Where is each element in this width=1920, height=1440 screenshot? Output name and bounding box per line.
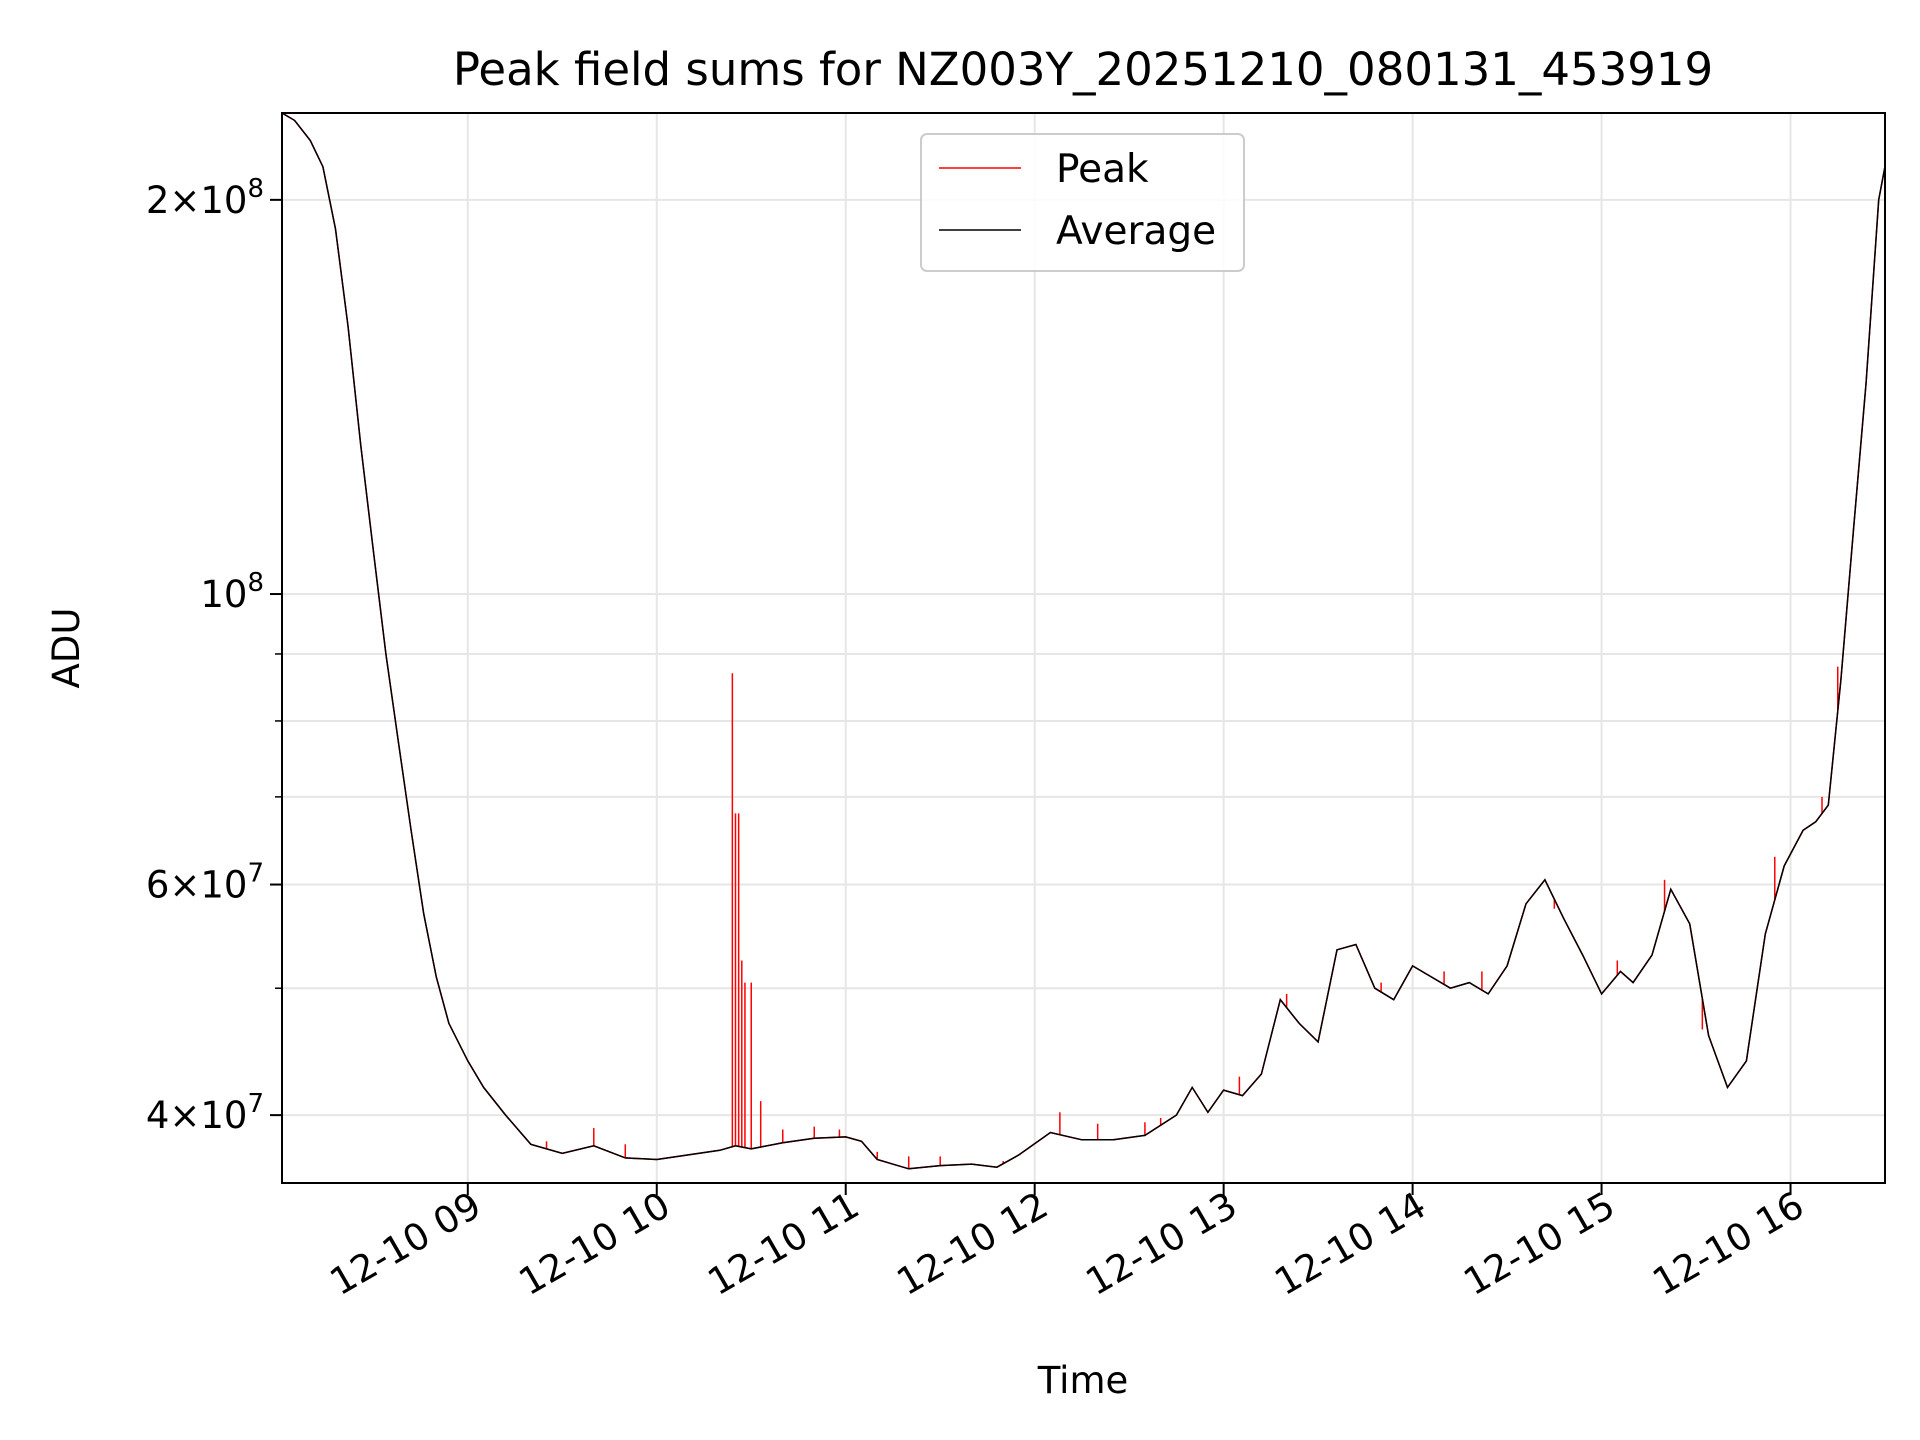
grid (282, 113, 1885, 1183)
y-axis-label: ADU (45, 608, 88, 689)
series-layer (282, 113, 1885, 1170)
chart-title: Peak field sums for NZ003Y_20251210_0801… (453, 43, 1713, 96)
y-tick-label-0: 4×107 (146, 1089, 264, 1137)
series-average-line (282, 113, 1885, 1170)
y-tick-label-2: 108 (200, 568, 264, 616)
x-axis-label: Time (1037, 1359, 1129, 1402)
legend: Peak Average (920, 133, 1245, 272)
y-axis: 4×107 6×107 108 2×108 (146, 174, 282, 1137)
y-tick-label-1: 6×107 (146, 859, 264, 907)
legend-label-average: Average (1056, 209, 1216, 254)
legend-label-peak: Peak (1056, 147, 1149, 192)
plot-frame (281, 112, 1886, 1184)
y-tick-label-3: 2×108 (146, 174, 264, 222)
